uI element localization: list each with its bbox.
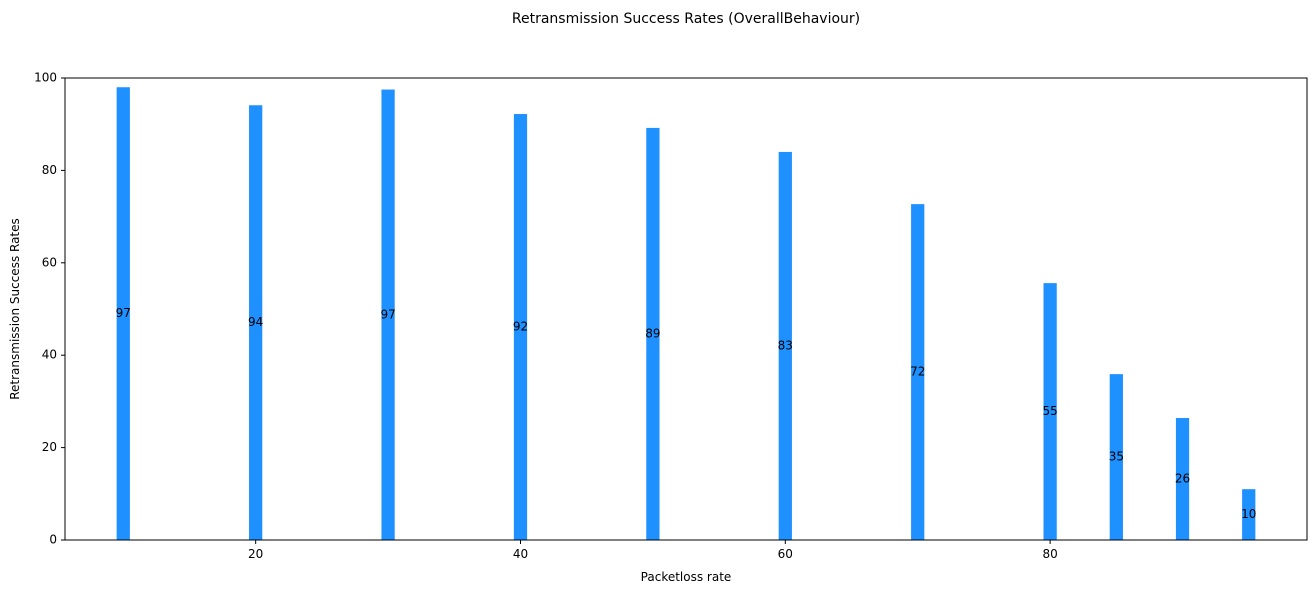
bar-value-label: 35 — [1109, 450, 1124, 464]
bar — [1242, 489, 1256, 540]
bar-value-label: 89 — [645, 326, 660, 340]
bar-value-label: 55 — [1042, 404, 1057, 418]
y-tick-label: 80 — [42, 163, 57, 177]
bar — [911, 204, 925, 540]
y-tick-label: 40 — [42, 348, 57, 362]
y-axis: 0 20 40 60 80 100 — [34, 71, 65, 547]
bar — [249, 105, 263, 541]
bar-labels-layer: 97 94 97 92 89 83 72 55 35 26 10 — [116, 306, 1257, 521]
bar-value-label: 94 — [248, 315, 263, 329]
x-axis: 20 40 60 80 — [248, 540, 1058, 561]
bar — [646, 127, 660, 541]
bar — [513, 114, 528, 540]
y-tick-label: 0 — [49, 533, 57, 547]
bars-layer — [116, 87, 1256, 541]
y-tick-label: 60 — [42, 255, 57, 269]
bar-value-label: 72 — [910, 365, 925, 379]
x-tick-label: 40 — [513, 547, 528, 561]
bar-value-label: 10 — [1241, 507, 1256, 521]
bar — [381, 89, 395, 541]
bar — [1109, 374, 1123, 540]
x-tick-label: 80 — [1042, 547, 1057, 561]
bar-value-label: 26 — [1175, 472, 1190, 486]
bar-value-label: 92 — [513, 320, 528, 334]
bar — [116, 87, 130, 541]
y-tick-label: 20 — [42, 440, 57, 454]
bar — [778, 151, 792, 541]
bar — [1043, 283, 1057, 540]
bar — [1175, 418, 1190, 540]
bar-value-label: 97 — [380, 307, 395, 321]
x-axis-label: Packetloss rate — [641, 570, 732, 584]
chart-title: Retransmission Success Rates (OverallBeh… — [512, 11, 860, 27]
x-tick-label: 20 — [248, 547, 263, 561]
x-tick-label: 60 — [778, 547, 793, 561]
bar-value-label: 83 — [778, 338, 793, 352]
bar-value-label: 97 — [116, 306, 131, 320]
plot-frame — [64, 77, 1308, 541]
y-axis-label: Retransmission Success Rates — [8, 218, 22, 400]
y-tick-label: 100 — [34, 71, 57, 85]
